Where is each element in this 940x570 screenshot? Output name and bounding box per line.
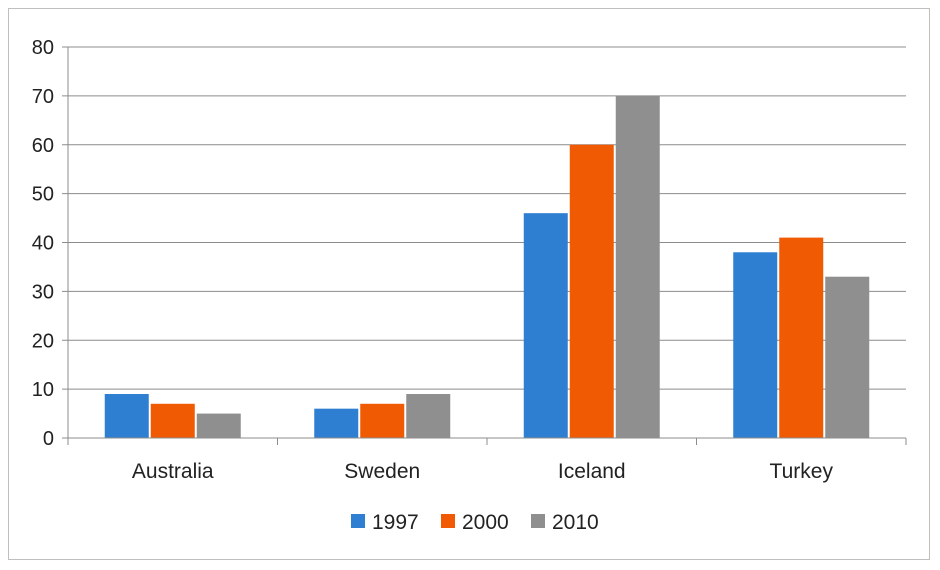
y-tick-label: 20 xyxy=(32,330,54,352)
x-category-label: Iceland xyxy=(558,460,626,483)
legend-swatch-1997 xyxy=(351,514,365,528)
x-axis: Australia Sweden Iceland Turkey xyxy=(67,437,907,483)
x-category-label: Turkey xyxy=(770,460,834,483)
legend: 1997 2000 2010 xyxy=(351,511,599,534)
legend-swatch-2010 xyxy=(531,514,545,528)
x-category-label: Australia xyxy=(132,460,214,483)
y-tick-label: 30 xyxy=(32,281,54,303)
legend-label: 2000 xyxy=(462,511,509,534)
bar-iceland-2010 xyxy=(615,95,660,438)
bar-sweden-2010 xyxy=(406,394,451,438)
y-tick-label: 50 xyxy=(32,184,54,206)
bar-sweden-1997 xyxy=(314,408,359,438)
legend-swatch-2000 xyxy=(441,514,455,528)
bar-australia-1997 xyxy=(104,394,149,438)
y-tick-label: 70 xyxy=(32,86,54,108)
bar-turkey-1997 xyxy=(733,252,778,438)
bar-iceland-1997 xyxy=(523,213,568,438)
y-tick-label: 80 xyxy=(32,37,54,59)
bar-turkey-2000 xyxy=(779,237,824,438)
y-tick-label: 10 xyxy=(32,379,54,401)
legend-label: 1997 xyxy=(372,511,419,534)
y-tick-label: 40 xyxy=(32,233,54,255)
legend-label: 2010 xyxy=(552,511,599,534)
bars xyxy=(104,95,870,438)
x-category-label: Sweden xyxy=(344,460,420,483)
bar-sweden-2000 xyxy=(360,403,405,438)
y-tick-label: 60 xyxy=(32,135,54,157)
bar-australia-2000 xyxy=(150,403,195,438)
bar-australia-2010 xyxy=(196,413,241,438)
bar-turkey-2010 xyxy=(825,276,870,438)
y-tick-label: 0 xyxy=(43,428,54,450)
y-axis: 0 10 20 30 40 50 60 70 80 xyxy=(32,37,69,450)
bar-iceland-2000 xyxy=(569,144,614,438)
